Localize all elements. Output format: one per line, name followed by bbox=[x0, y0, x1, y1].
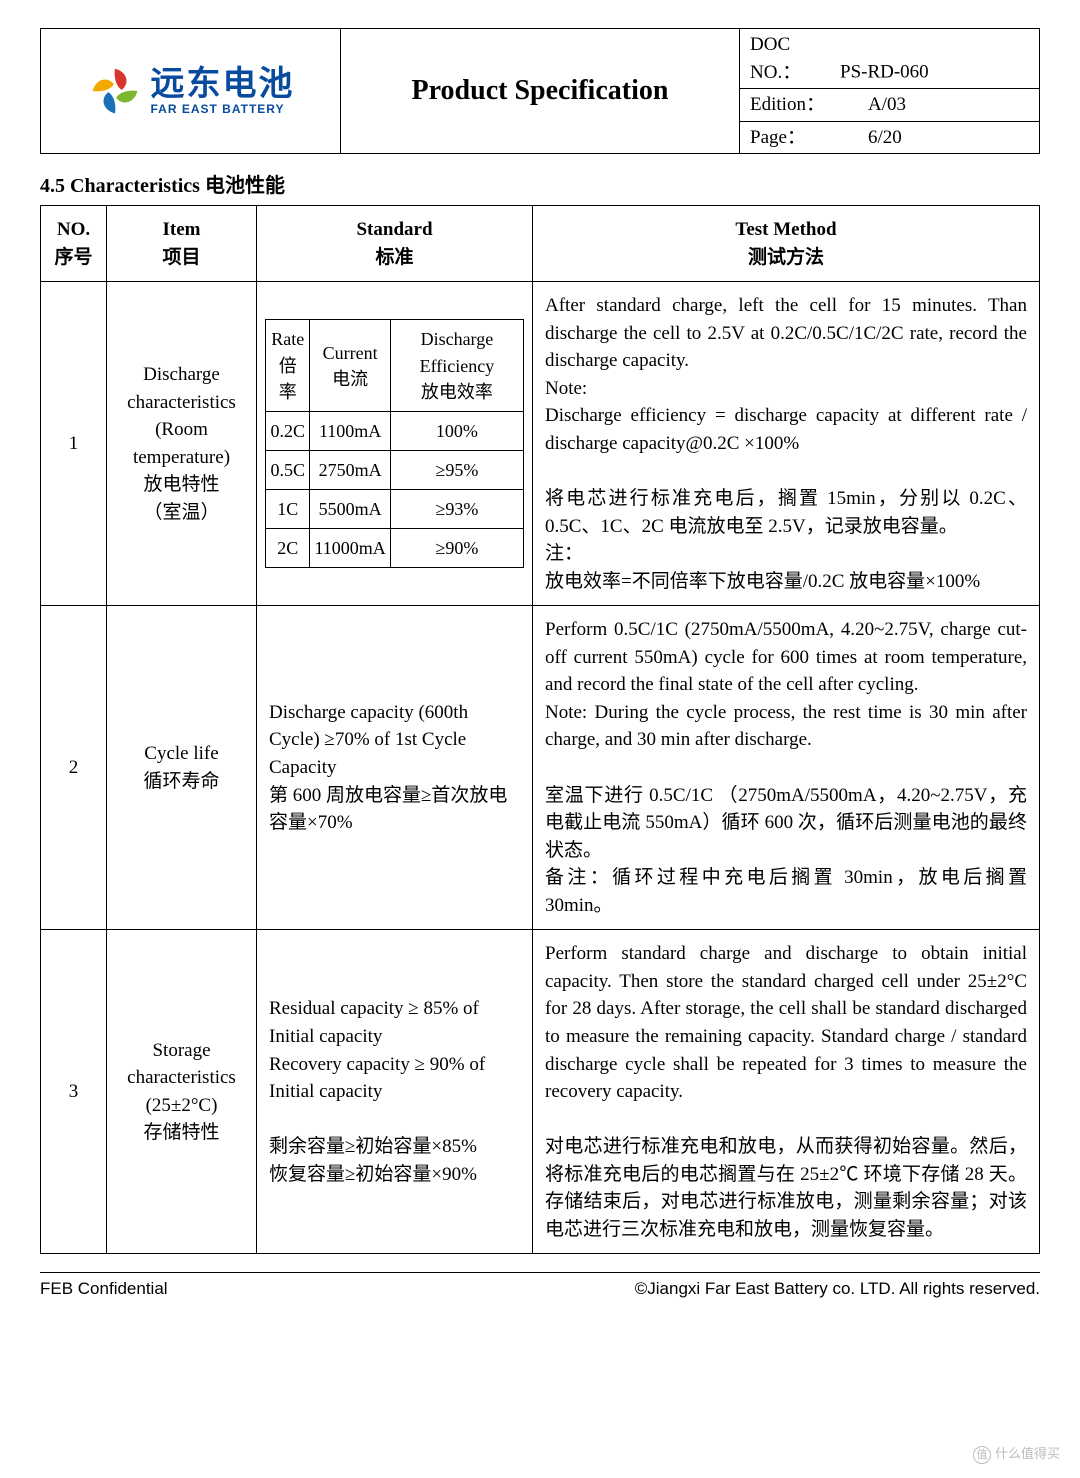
cell: ≥95% bbox=[390, 450, 523, 489]
doc-no-value: PS-RD-060 bbox=[840, 62, 929, 83]
watermark-text: 什么值得买 bbox=[995, 1445, 1060, 1464]
th-item: Item项目 bbox=[107, 206, 257, 282]
ih-eff: Discharge Efficiency放电效率 bbox=[390, 320, 523, 411]
page-value: 6/20 bbox=[840, 127, 902, 148]
cell: ≥93% bbox=[390, 489, 523, 528]
cell: 100% bbox=[390, 411, 523, 450]
row-no: 3 bbox=[41, 930, 107, 1254]
row-method: Perform standard charge and discharge to… bbox=[533, 930, 1040, 1254]
cell: 5500mA bbox=[310, 489, 390, 528]
cell: 0.5C bbox=[266, 450, 310, 489]
characteristics-table: NO.序号 Item项目 Standard标准 Test Method测试方法 … bbox=[40, 205, 1040, 1254]
row-no: 2 bbox=[41, 606, 107, 930]
row-method: After standard charge, left the cell for… bbox=[533, 282, 1040, 606]
row-standard: Rate倍率 Current电流 Discharge Efficiency放电效… bbox=[257, 282, 533, 606]
discharge-rate-table: Rate倍率 Current电流 Discharge Efficiency放电效… bbox=[265, 319, 524, 568]
doc-no-label: DOC NO.： bbox=[750, 31, 840, 86]
watermark: 值 什么值得买 bbox=[973, 1445, 1060, 1464]
cell: 11000mA bbox=[310, 529, 390, 568]
logo-text-cn: 远东电池 bbox=[151, 67, 295, 103]
logo-cell: 远东电池 FAR EAST BATTERY bbox=[41, 29, 341, 154]
doc-title: Product Specification bbox=[341, 29, 740, 154]
ih-rate: Rate倍率 bbox=[266, 320, 310, 411]
page-label: Page： bbox=[750, 124, 840, 152]
th-no: NO.序号 bbox=[41, 206, 107, 282]
footer-left: FEB Confidential bbox=[40, 1277, 168, 1302]
ih-current: Current电流 bbox=[310, 320, 390, 411]
row-no: 1 bbox=[41, 282, 107, 606]
logo-text-en: FAR EAST BATTERY bbox=[151, 103, 285, 116]
table-row: 1 Discharge characteristics (Room temper… bbox=[41, 282, 1040, 606]
row-item: Storage characteristics(25±2°C)存储特性 bbox=[107, 930, 257, 1254]
table-row: 3 Storage characteristics(25±2°C)存储特性 Re… bbox=[41, 930, 1040, 1254]
cell: 2C bbox=[266, 529, 310, 568]
cell: 1C bbox=[266, 489, 310, 528]
doc-header: 远东电池 FAR EAST BATTERY Product Specificat… bbox=[40, 28, 1040, 154]
th-standard: Standard标准 bbox=[257, 206, 533, 282]
row-method: Perform 0.5C/1C (2750mA/5500mA, 4.20~2.7… bbox=[533, 606, 1040, 930]
row-standard: Residual capacity ≥ 85% of Initial capac… bbox=[257, 930, 533, 1254]
section-title: 4.5 Characteristics 电池性能 bbox=[40, 172, 1040, 201]
cell: ≥90% bbox=[390, 529, 523, 568]
row-item: Discharge characteristics (Room temperat… bbox=[107, 282, 257, 606]
page-footer: FEB Confidential ©Jiangxi Far East Batte… bbox=[40, 1272, 1040, 1302]
cell: 0.2C bbox=[266, 411, 310, 450]
edition-value: A/03 bbox=[840, 94, 906, 115]
th-method: Test Method测试方法 bbox=[533, 206, 1040, 282]
watermark-badge-icon: 值 bbox=[973, 1446, 991, 1464]
footer-right: ©Jiangxi Far East Battery co. LTD. All r… bbox=[635, 1277, 1040, 1302]
cell: 2750mA bbox=[310, 450, 390, 489]
table-row: 2 Cycle life循环寿命 Discharge capacity (600… bbox=[41, 606, 1040, 930]
cell: 1100mA bbox=[310, 411, 390, 450]
row-item: Cycle life循环寿命 bbox=[107, 606, 257, 930]
doc-meta: DOC NO.：PS-RD-060 bbox=[740, 29, 1040, 89]
row-standard: Discharge capacity (600th Cycle) ≥70% of… bbox=[257, 606, 533, 930]
brand-mark-icon bbox=[87, 63, 143, 119]
edition-label: Edition： bbox=[750, 91, 840, 119]
